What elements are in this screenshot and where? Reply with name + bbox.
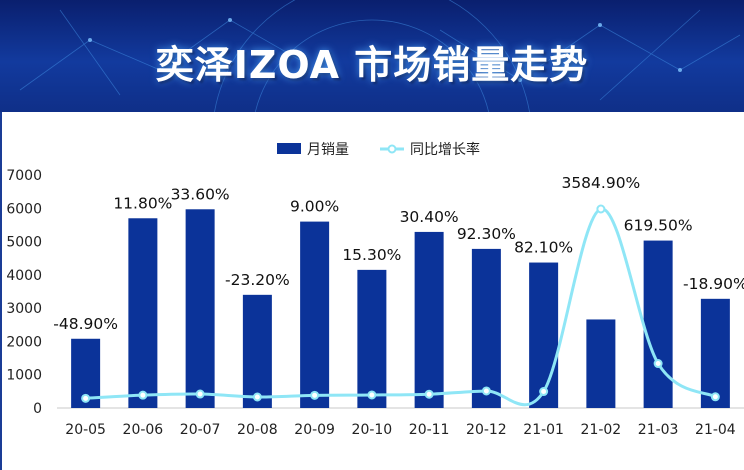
data-label-21-01: 82.10% — [514, 239, 573, 257]
page-title: 奕泽IZOA 市场销量走势 — [155, 43, 589, 87]
bar-20-08 — [242, 294, 272, 408]
sales-chart: 月销量 同比增长率 01000200030004000500060007000 … — [6, 141, 744, 438]
data-label-20-08: -23.20% — [225, 271, 290, 289]
y-axis-ticks: 0 1000 2000 3000 4000 5000 6000 7000 — [6, 168, 42, 417]
data-label-20-06: 11.80% — [113, 194, 172, 212]
x-tick-label: 20-12 — [466, 422, 507, 438]
growth-point-21-03 — [653, 359, 663, 369]
bar-20-11 — [414, 231, 444, 408]
data-label-21-02: 3584.90% — [561, 174, 640, 192]
y-tick-label: 7000 — [6, 168, 42, 184]
x-tick-label: 20-07 — [180, 422, 221, 438]
growth-point-20-12 — [481, 386, 491, 396]
x-tick-label: 20-05 — [65, 422, 106, 438]
bar-21-04 — [700, 298, 730, 408]
bar-20-07 — [185, 209, 215, 408]
y-tick-label: 4000 — [6, 268, 42, 284]
x-tick-label: 21-01 — [523, 422, 564, 438]
x-tick-label: 20-08 — [237, 422, 278, 438]
y-tick-label: 1000 — [6, 368, 42, 384]
growth-point-20-07 — [195, 389, 205, 399]
bar-21-01 — [529, 262, 559, 408]
x-tick-label: 20-10 — [352, 422, 393, 438]
legend: 月销量 同比增长率 — [277, 141, 480, 158]
network-decoration — [19, 0, 741, 112]
bars — [71, 209, 730, 408]
data-label-20-09: 9.00% — [290, 198, 339, 216]
data-labels: -48.90% 11.80%33.60% -23.20% 9.00% 15.30% 30.… — [53, 174, 744, 333]
chart-panel: 月销量 同比增长率 0 1000 2000 3000 4000 5000 6000 7000 … — [0, 112, 744, 470]
x-tick-label: 20-06 — [123, 422, 164, 438]
x-axis-ticks: 20-05 20-06 20-07 20-08 20-09 20-10 20-11 20-12… — [65, 422, 736, 438]
x-tick-label: 21-03 — [638, 422, 679, 438]
data-label-20-05: -48.90% — [53, 315, 118, 333]
y-tick-label: 3000 — [6, 301, 42, 317]
y-tick-label: 2000 — [6, 334, 42, 350]
growth-point-20-06 — [138, 390, 148, 400]
y-tick-label: 6000 — [6, 201, 42, 217]
header-banner: 奕泽IZOA 市场销量走势 — [0, 0, 744, 112]
bar-20-06 — [128, 218, 158, 408]
growth-point-20-11 — [424, 389, 434, 399]
data-label-21-03: 619.50% — [624, 217, 693, 235]
legend-label-growth: 同比增长率 — [410, 141, 480, 158]
data-label-20-11: 30.40% — [400, 208, 459, 226]
growth-point-20-08 — [252, 392, 262, 402]
x-tick-label: 20-09 — [294, 422, 335, 438]
bar-20-10 — [357, 269, 387, 408]
data-label-21-04: -18.90% — [683, 275, 744, 293]
growth-point-21-02 — [596, 204, 606, 214]
x-tick-label: 21-02 — [581, 422, 622, 438]
bar-21-03 — [643, 240, 673, 408]
growth-point-21-01 — [539, 387, 549, 397]
y-tick-label: 0 — [33, 401, 42, 417]
y-tick-label: 5000 — [6, 235, 42, 251]
data-label-20-07: 33.60% — [171, 185, 230, 203]
data-label-20-12: 92.30% — [457, 225, 516, 243]
growth-point-21-04 — [710, 392, 720, 402]
bar-20-09 — [300, 221, 330, 408]
bar-20-12 — [471, 248, 501, 408]
data-label-20-10: 15.30% — [342, 246, 401, 264]
legend-swatch-sales — [277, 143, 301, 154]
growth-line — [85, 207, 717, 407]
legend-label-sales: 月销量 — [307, 142, 349, 158]
growth-point-20-09 — [310, 390, 320, 400]
legend-marker-growth — [387, 144, 397, 154]
x-tick-label: 20-11 — [409, 422, 450, 438]
growth-point-20-10 — [367, 390, 377, 400]
growth-point-20-05 — [81, 393, 91, 403]
x-tick-label: 21-04 — [695, 422, 736, 438]
growth-markers — [81, 204, 720, 403]
bar-21-02 — [586, 319, 616, 408]
